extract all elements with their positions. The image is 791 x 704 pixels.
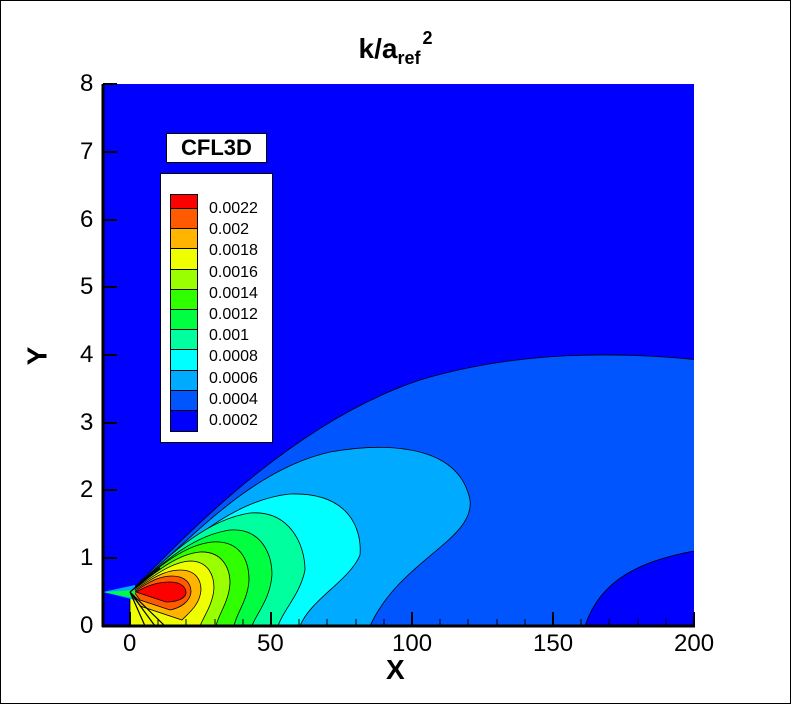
legend-swatch	[171, 229, 197, 250]
x-axis-label: X	[386, 654, 405, 685]
legend-swatch	[171, 390, 197, 411]
x-tick-50: 50	[257, 630, 284, 657]
legend: 0.0022 0.002 0.0018 0.0016 0.0014 0.0012…	[160, 173, 273, 443]
legend-swatch	[171, 309, 197, 331]
legend-label: 0.0006	[209, 369, 258, 387]
y-tick-8: 8	[80, 70, 94, 97]
x-tick-150: 150	[533, 630, 574, 657]
y-tick-2: 2	[80, 476, 94, 503]
x-tick-200: 200	[674, 630, 715, 657]
legend-title: CFL3D	[166, 133, 267, 163]
x-tick-0: 0	[123, 630, 137, 657]
legend-label: 0.0018	[209, 242, 258, 260]
chart-title: k/aref2	[358, 28, 433, 68]
legend-swatch	[171, 249, 197, 270]
legend-label: 0.0022	[209, 200, 258, 217]
y-tick-5: 5	[80, 273, 94, 300]
legend-label: 0.0012	[209, 305, 258, 323]
legend-colorbar	[170, 194, 198, 433]
legend-swatch	[171, 370, 197, 391]
legend-label: 0.0016	[209, 263, 258, 281]
legend-label: 0.0004	[209, 390, 258, 408]
x-tick-100: 100	[392, 630, 433, 657]
y-tick-4: 4	[80, 341, 94, 368]
legend-swatch	[171, 209, 197, 230]
legend-labels: 0.0022 0.002 0.0018 0.0016 0.0014 0.0012…	[209, 198, 258, 431]
legend-label: 0.0014	[209, 284, 258, 302]
legend-swatch	[171, 410, 197, 432]
y-tick-7: 7	[80, 138, 94, 165]
y-axis-label: Y	[21, 346, 53, 366]
legend-swatch	[171, 289, 197, 310]
legend-label: 0.0008	[209, 348, 258, 366]
y-tick-1: 1	[80, 544, 94, 571]
legend-label: 0.001	[209, 327, 250, 345]
legend-swatch	[171, 350, 197, 371]
legend-swatch	[171, 195, 197, 209]
legend-swatch	[171, 269, 197, 290]
legend-swatch	[171, 330, 197, 351]
y-tick-3: 3	[80, 409, 94, 436]
y-tick-0: 0	[80, 612, 94, 639]
y-tick-6: 6	[80, 206, 94, 233]
legend-label: 0.0002	[209, 411, 258, 429]
legend-label: 0.002	[209, 221, 250, 239]
